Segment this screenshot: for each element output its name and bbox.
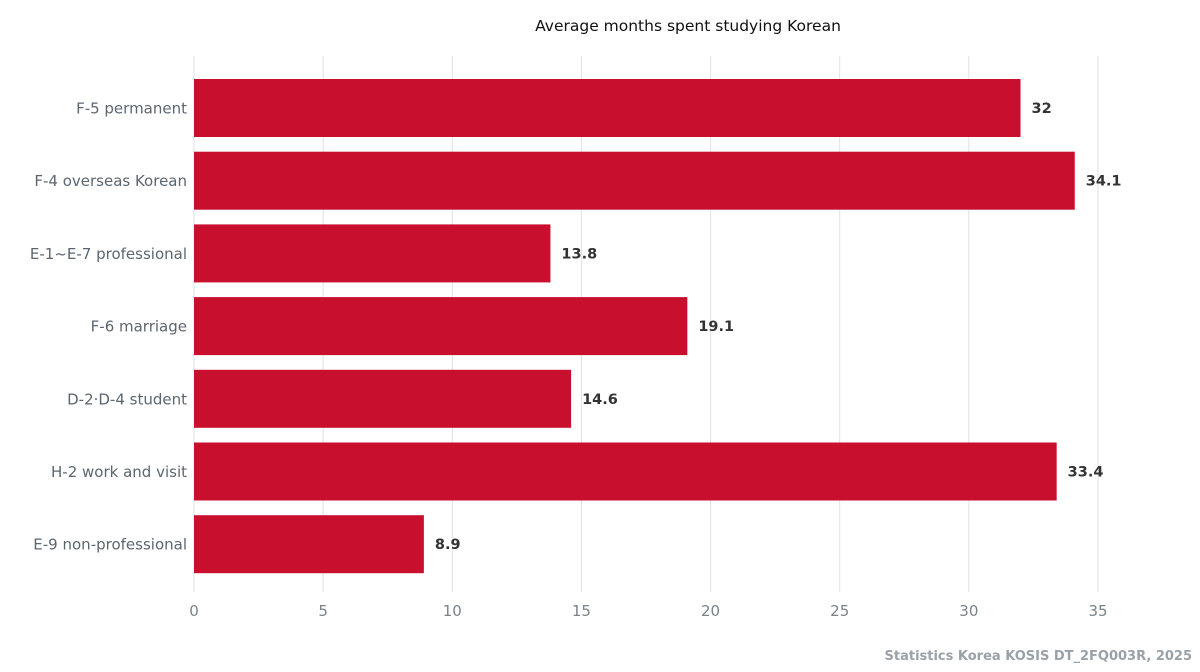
value-label: 8.9 [435,537,461,553]
source-note: Statistics Korea KOSIS DT_2FQ003R, 2025 [885,649,1193,664]
x-tick-label: 25 [830,602,849,620]
x-tick-label: 30 [959,602,978,620]
bar [194,297,688,356]
x-tick-label: 10 [443,602,462,620]
category-label: F-6 marriage [91,318,187,336]
x-tick-label: 0 [189,602,199,620]
bars [194,79,1075,574]
category-label: F-5 permanent [76,100,187,118]
chart-title: Average months spent studying Korean [535,17,841,35]
x-tick-label: 5 [318,602,328,620]
x-tick-label: 35 [1088,602,1107,620]
bar [194,442,1057,501]
x-tick-label: 15 [572,602,591,620]
category-label: D-2·D-4 student [67,390,187,408]
value-labels: 32 34.1 13.8 19.1 14.6 33.4 8.9 [435,101,1122,553]
category-labels: F-5 permanent F-4 overseas Korean E-1~E-7 … [30,100,187,554]
x-tick-label: 20 [701,602,720,620]
bar [194,369,572,428]
bar [194,151,1075,210]
value-label: 34.1 [1086,174,1122,190]
value-label: 13.8 [561,246,597,262]
bar [194,515,424,574]
value-label: 19.1 [698,319,734,335]
x-axis-ticks: 0 5 10 15 20 25 30 35 [189,602,1107,620]
category-label: H-2 work and visit [51,463,187,481]
category-label: E-9 non-professional [33,536,187,554]
value-label: 33.4 [1068,465,1104,481]
value-label: 32 [1032,101,1052,117]
bar [194,224,551,283]
value-label: 14.6 [582,392,618,408]
category-label: E-1~E-7 professional [30,245,187,263]
category-label: F-4 overseas Korean [34,172,187,190]
bar [194,79,1021,137]
